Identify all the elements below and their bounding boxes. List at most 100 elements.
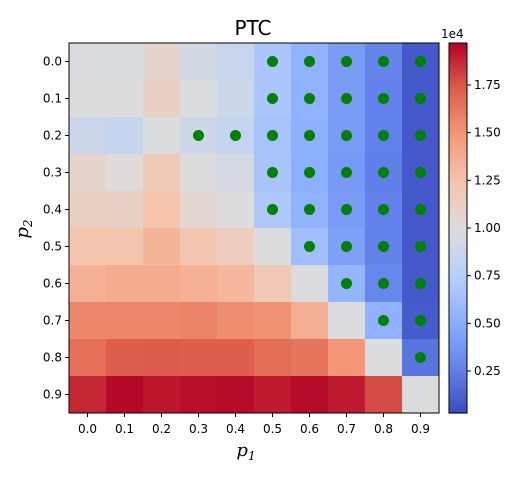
heatmap-cell <box>180 265 218 303</box>
colorbar-strip <box>449 234 467 238</box>
heatmap-cell <box>106 191 144 229</box>
colorbar-strip <box>449 107 467 112</box>
x-tick-label: 0.3 <box>189 422 208 436</box>
plot-frame <box>68 42 440 414</box>
heatmap-cell <box>180 191 218 229</box>
heatmap-cell <box>217 302 255 340</box>
marker-point <box>378 204 389 215</box>
x-tick-label: 0.6 <box>300 422 319 436</box>
colorbar-strip <box>449 351 467 356</box>
colorbar-strip <box>449 166 467 171</box>
colorbar-tick-label: 1.25 <box>474 173 501 187</box>
marker-point <box>415 278 426 289</box>
heatmap-cell <box>291 302 329 340</box>
heatmap-cell <box>365 376 403 414</box>
colorbar-strip <box>449 317 467 322</box>
colorbar-strip <box>449 61 467 66</box>
colorbar-strip <box>449 83 467 87</box>
colorbar-strip <box>449 203 467 208</box>
colorbar-strip <box>449 58 467 63</box>
heatmap-cell <box>69 117 107 155</box>
colorbar-strip <box>449 391 467 396</box>
colorbar-strip <box>449 376 467 380</box>
y-tick-label: 0.3 <box>43 166 62 180</box>
colorbar-strip <box>449 274 467 278</box>
marker-point <box>378 278 389 289</box>
colorbar-tick-label: 1.00 <box>474 221 501 235</box>
heatmap-cell <box>143 228 181 266</box>
colorbar-strip <box>449 206 467 211</box>
marker-point <box>267 56 278 67</box>
heatmap-cell <box>328 339 366 377</box>
marker-point <box>304 93 315 104</box>
colorbar-strip <box>449 249 467 254</box>
colorbar-strip <box>449 354 467 359</box>
colorbar-strip <box>449 363 467 368</box>
colorbar-strip <box>449 49 467 53</box>
heatmap-cell <box>69 80 107 118</box>
marker-point <box>267 167 278 178</box>
heatmap-cell <box>254 265 292 303</box>
colorbar-strip <box>449 332 467 337</box>
marker-point <box>230 130 241 141</box>
colorbar-strip <box>449 92 467 97</box>
marker-point <box>378 315 389 326</box>
colorbar-strip <box>449 388 467 393</box>
heatmap-cell <box>143 376 181 414</box>
marker-point <box>341 241 352 252</box>
heatmap-cell <box>254 302 292 340</box>
heatmap-cell <box>180 376 218 414</box>
heatmap-cell <box>143 43 181 81</box>
colorbar-strip <box>449 339 467 343</box>
heatmap-cell <box>180 339 218 377</box>
marker-point <box>415 204 426 215</box>
heatmap-cell <box>291 339 329 377</box>
heatmap-cell <box>180 228 218 266</box>
colorbar-strip <box>449 98 467 103</box>
heatmap-cell <box>106 302 144 340</box>
heatmap-cell <box>69 376 107 414</box>
heatmap-cell <box>217 339 255 377</box>
colorbar-strip <box>449 305 467 309</box>
colorbar-strip <box>449 342 467 346</box>
heatmap-cell <box>106 43 144 81</box>
colorbar-strip <box>449 147 467 152</box>
marker-point <box>415 241 426 252</box>
heatmap-cell <box>180 43 218 81</box>
heatmap-cell <box>328 376 366 414</box>
colorbar-strip <box>449 123 467 127</box>
colorbar-strip <box>449 215 467 220</box>
y-tick-label: 0.8 <box>43 351 62 365</box>
colorbar-strip <box>449 295 467 300</box>
colorbar-strip <box>449 289 467 294</box>
heatmap-cell <box>291 265 329 303</box>
colorbar-strip <box>449 95 467 100</box>
chart-title: PTC <box>234 16 271 40</box>
colorbar-strip <box>449 43 467 47</box>
colorbar-strip <box>449 385 467 389</box>
colorbar-strip <box>449 397 467 402</box>
colorbar-strip <box>449 154 467 158</box>
colorbar-strip <box>449 120 467 124</box>
colorbar-strip <box>449 209 467 214</box>
heatmap-cell <box>106 80 144 118</box>
heatmap-cell <box>143 302 181 340</box>
colorbar-strip <box>449 221 467 226</box>
colorbar-strip <box>449 178 467 183</box>
y-tick-label: 0.6 <box>43 277 62 291</box>
heatmap-cell <box>69 339 107 377</box>
marker-point <box>415 56 426 67</box>
marker-point <box>304 56 315 67</box>
x-tick-label: 0.8 <box>374 422 393 436</box>
colorbar-tick-label: 0.25 <box>474 364 501 378</box>
colorbar-strip <box>449 184 467 189</box>
colorbar-strip <box>449 175 467 180</box>
colorbar-strip <box>449 379 467 383</box>
colorbar-strip <box>449 169 467 174</box>
colorbar-strip <box>449 409 467 414</box>
colorbar-strip <box>449 52 467 56</box>
colorbar-strip <box>449 366 467 371</box>
y-tick-label: 0.4 <box>43 203 62 217</box>
colorbar-tick-label: 1.75 <box>474 78 501 92</box>
